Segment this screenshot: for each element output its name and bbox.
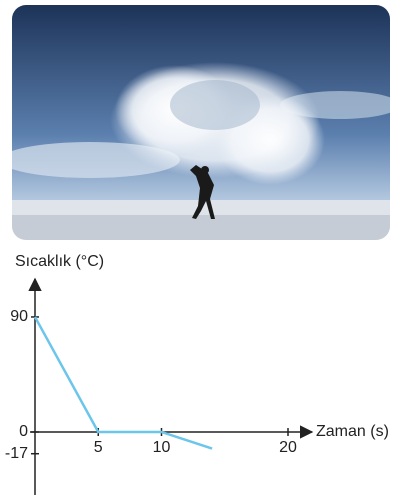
y-tick-label: 0 <box>19 423 28 440</box>
y-tick-label: -17 <box>5 445 28 462</box>
y-tick-label: 90 <box>10 308 28 325</box>
x-tick-label: 20 <box>279 439 297 456</box>
x-tick-label: 5 <box>94 439 103 456</box>
data-line <box>33 316 213 450</box>
y-axis-label: Sıcaklık (°C) <box>15 253 104 270</box>
x-tick-label: 10 <box>153 439 171 456</box>
photo <box>12 5 390 240</box>
x-axis-label: Zaman (s) <box>316 423 389 440</box>
